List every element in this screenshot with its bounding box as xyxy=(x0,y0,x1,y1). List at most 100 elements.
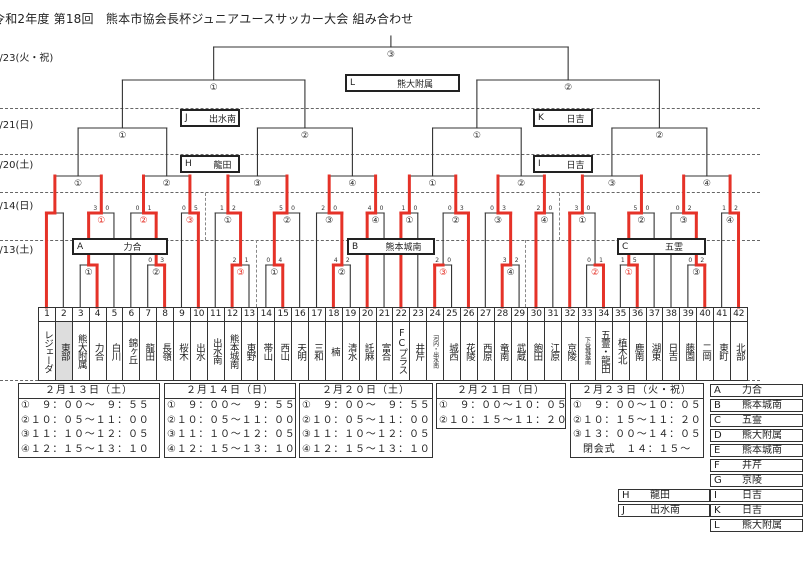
score: 1 xyxy=(599,257,603,264)
schedule-slot: ②１０：０５～１１：００ xyxy=(302,414,431,426)
team-column: 39 藤園 xyxy=(680,308,698,380)
team-number: 37 xyxy=(646,308,663,322)
score: 5 xyxy=(194,205,198,212)
score: 4 xyxy=(368,205,372,212)
date-label-0223: 2/23(火・祝) xyxy=(0,53,54,64)
match-number: ① xyxy=(473,131,481,141)
team-name: 下益城城南 xyxy=(583,337,591,365)
team-name: 託麻 xyxy=(362,342,374,360)
group-box-c: C 五霊 xyxy=(617,238,706,255)
page-title: 令和2年度 第18回 熊本市協会長杯ジュニアユースサッカー大会 組み合わせ xyxy=(0,12,414,26)
legend-letter: D xyxy=(714,429,722,441)
legend-team: 出水南 xyxy=(650,504,680,516)
score: 0 xyxy=(136,205,140,212)
team-name: 熊大附属 xyxy=(75,334,87,368)
match-number: ① xyxy=(270,268,278,278)
score: 2 xyxy=(346,257,350,264)
team-number: 42 xyxy=(730,308,747,322)
score: 0 xyxy=(490,205,494,212)
team-name: 藤園 xyxy=(683,342,695,360)
team-number: 2 xyxy=(55,308,72,322)
team-column: 7 龍田 xyxy=(140,308,158,380)
team-column: 12 熊本城南 xyxy=(224,308,242,380)
team-name: 力合 xyxy=(92,342,104,360)
score: 0 xyxy=(448,205,452,212)
legend-letter: E xyxy=(714,444,721,456)
match-number: ① xyxy=(97,216,105,226)
team-column: 17 三和 xyxy=(309,308,326,380)
date-label-0220: 2/20(土) xyxy=(0,160,34,171)
score: 2 xyxy=(321,205,325,212)
team-name: 井芹 xyxy=(413,342,425,360)
match-number: ② xyxy=(591,268,599,278)
score: 4 xyxy=(278,257,282,264)
legend-row: F 井芹 xyxy=(710,459,803,472)
match-number: ④ xyxy=(703,179,711,189)
schedule-slot: ③１１：１０～１２：０５ xyxy=(21,429,150,440)
score: 5 xyxy=(633,257,637,264)
team-name: 帯山 xyxy=(261,342,273,360)
team-number: 28 xyxy=(494,308,511,322)
team-name: 富合 xyxy=(379,342,391,360)
team-number: 41 xyxy=(714,308,730,322)
legend-row: I 日吉 xyxy=(710,489,803,502)
match-number: ④ xyxy=(540,216,548,226)
team-name: 城西 xyxy=(446,342,458,360)
legend-letter: H xyxy=(622,489,630,501)
schedule-slot: ②１０：１５～１１：２０ xyxy=(573,414,702,426)
team-number: 25 xyxy=(444,308,460,322)
team-name: 白川 xyxy=(109,342,121,360)
legend-team: 熊大附属 xyxy=(742,429,782,441)
match-number: ② xyxy=(283,216,291,226)
group-team: 熊大附属 xyxy=(396,79,433,90)
schedule-slot: ① ９：００～ ９：５５ xyxy=(21,400,150,411)
score: 2 xyxy=(688,205,692,212)
match-number: ② xyxy=(152,268,160,278)
team-number: 8 xyxy=(157,308,173,322)
score: 5 xyxy=(634,205,638,212)
team-column: 2 東部 xyxy=(55,308,73,380)
match-number: ② xyxy=(637,216,645,226)
match-number: ③ xyxy=(253,179,261,189)
team-number: 11 xyxy=(207,308,224,322)
schedule-slot: ②１０：０５～１１：００ xyxy=(167,414,296,426)
schedule-slot: ① ９：００～ ９：５５ xyxy=(302,400,431,411)
match-number: ① xyxy=(429,179,437,189)
score: 3 xyxy=(160,257,164,264)
legend-letter: G xyxy=(714,474,722,486)
team-name: 湖東 xyxy=(649,342,661,360)
score: 0 xyxy=(148,257,152,264)
score: 0 xyxy=(105,205,109,212)
group-box-l: L 熊大附属 xyxy=(345,74,460,92)
team-number: 19 xyxy=(342,308,359,322)
team-column: 21 富合 xyxy=(376,308,394,380)
legend-letter: L xyxy=(714,519,720,531)
team-name: 楠 xyxy=(328,346,340,356)
match-number: ① xyxy=(578,216,586,226)
schedule-slot: ④１２：１５～１３：１０ xyxy=(167,443,296,455)
schedule-slot: ④１２：１５～１３：１０ xyxy=(21,443,150,455)
match-number: ③ xyxy=(237,268,245,278)
score: 0 xyxy=(447,257,451,264)
match-number: ④ xyxy=(372,216,380,226)
score: 1 xyxy=(220,205,224,212)
schedule-box: ２月２３日（火・祝） ① ９：００～１０：０５ ②１０：１５～１１：２０ ③１３：００… xyxy=(570,383,704,458)
group-letter: J xyxy=(185,113,188,123)
score: 0 xyxy=(413,205,417,212)
group-letter: K xyxy=(538,113,544,123)
team-name: 三和 xyxy=(311,342,323,360)
legend-row: D 熊大附属 xyxy=(710,429,803,442)
schedule-date: ２月１４日（日） xyxy=(165,384,295,399)
group-letter: I xyxy=(538,159,541,169)
group-team: 龍田 xyxy=(213,160,232,171)
score: 0 xyxy=(646,205,650,212)
score: 0 xyxy=(380,205,384,212)
legend-row: C 五霊 xyxy=(710,414,803,427)
team-name: FCプラス xyxy=(396,328,408,374)
score: 1 xyxy=(722,205,726,212)
score: 2 xyxy=(515,257,519,264)
team-column: 20 託麻 xyxy=(359,308,377,380)
score: 2 xyxy=(232,205,236,212)
team-number: 7 xyxy=(140,308,157,322)
schedule-date: ２月２３日（火・祝） xyxy=(571,384,703,399)
